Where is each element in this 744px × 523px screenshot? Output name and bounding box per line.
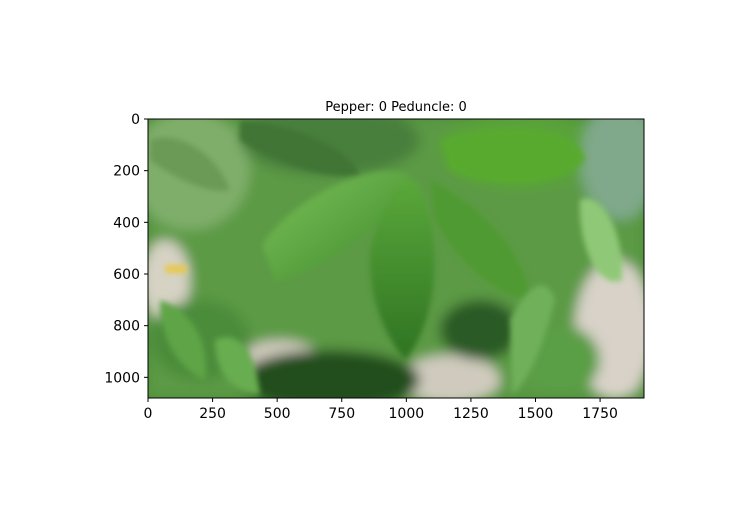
chart-title: Pepper: 0 Peduncle: 0 [325,100,467,115]
x-axis: 0 250 500 750 1000 1250 1500 1750 [144,398,618,422]
plant-image [148,119,644,398]
x-tick-label: 750 [328,406,355,422]
x-tick-label: 0 [144,406,153,422]
x-tick-label: 1250 [453,406,489,422]
y-tick-label: 800 [113,319,140,335]
x-tick-label: 1500 [518,406,554,422]
x-tick-label: 1750 [582,406,618,422]
y-tick-label: 1000 [104,370,140,386]
x-tick-label: 250 [199,406,226,422]
y-tick-label: 600 [113,267,140,283]
plot-frame [147,118,645,399]
y-axis: 0 200 400 600 800 1000 [104,112,148,386]
x-tick-label: 500 [264,406,291,422]
y-tick-label: 200 [113,164,140,180]
y-tick-label: 400 [113,215,140,231]
x-tick-label: 1000 [389,406,425,422]
y-tick-label: 0 [131,112,140,128]
